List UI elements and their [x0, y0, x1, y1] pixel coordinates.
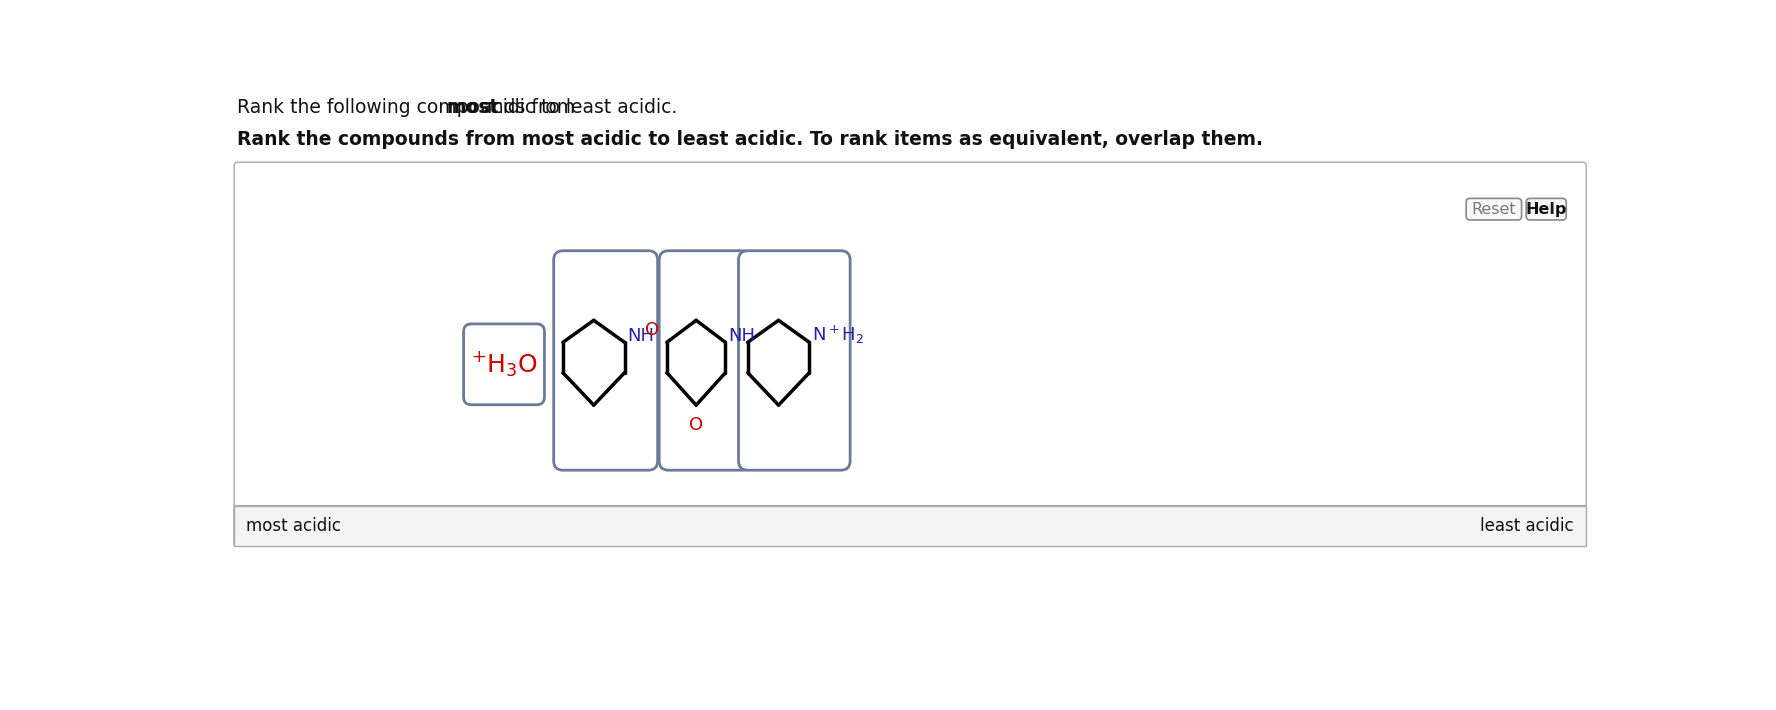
Text: Rank the compounds from most acidic to least acidic. To rank items as equivalent: Rank the compounds from most acidic to l… — [238, 130, 1263, 149]
FancyBboxPatch shape — [1467, 198, 1522, 220]
FancyBboxPatch shape — [234, 162, 1586, 546]
Text: most: most — [446, 98, 499, 117]
FancyBboxPatch shape — [739, 251, 851, 470]
Text: most acidic: most acidic — [247, 517, 341, 535]
FancyBboxPatch shape — [659, 251, 751, 470]
FancyBboxPatch shape — [1526, 198, 1566, 220]
FancyBboxPatch shape — [464, 324, 545, 405]
Text: least acidic: least acidic — [1481, 517, 1574, 535]
Bar — [234, 506, 1586, 546]
Text: NH: NH — [728, 327, 755, 345]
Text: Help: Help — [1526, 202, 1566, 217]
Text: O: O — [689, 416, 703, 434]
Text: $\mathregular{^{+}H_3O}$: $\mathregular{^{+}H_3O}$ — [471, 350, 538, 379]
FancyBboxPatch shape — [234, 506, 1586, 546]
Text: Reset: Reset — [1472, 202, 1517, 217]
Text: NH: NH — [627, 327, 655, 345]
Text: acidic to least acidic.: acidic to least acidic. — [476, 98, 677, 117]
Text: N$^+$H$_2$: N$^+$H$_2$ — [812, 324, 865, 346]
FancyBboxPatch shape — [554, 251, 657, 470]
Text: O: O — [645, 321, 659, 339]
Text: Rank the following compounds from: Rank the following compounds from — [238, 98, 581, 117]
